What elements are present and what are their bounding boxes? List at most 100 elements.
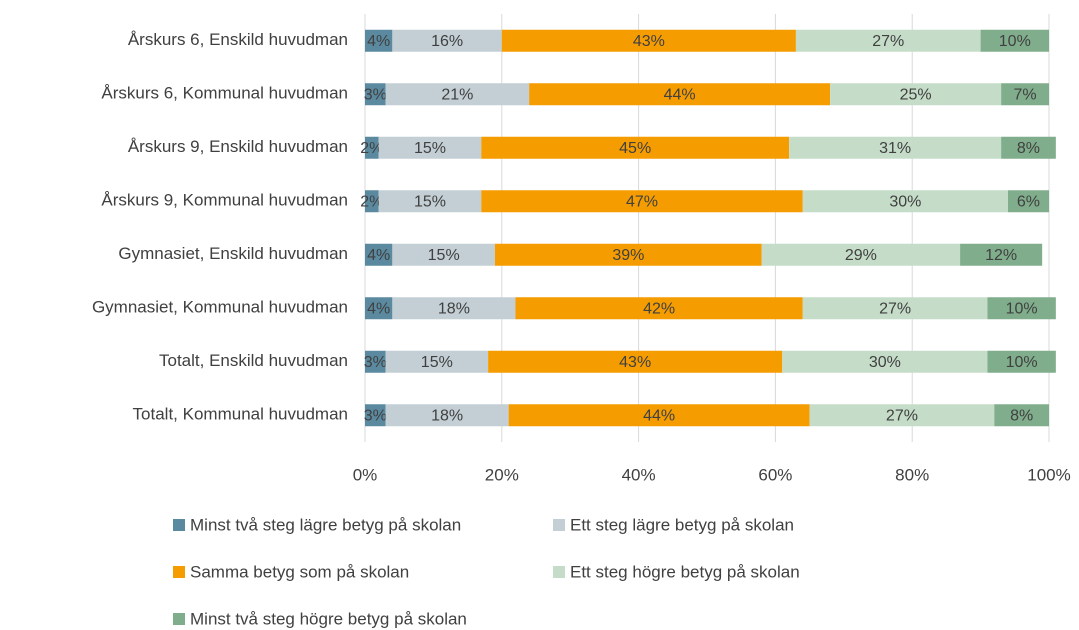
bar-segment	[365, 29, 393, 52]
value-label: 7%	[1013, 86, 1036, 103]
bar-segment	[392, 297, 516, 320]
bar-segment	[802, 297, 988, 320]
value-label: 4%	[367, 33, 390, 50]
bar-segment	[529, 83, 831, 106]
bar-segment	[987, 350, 1056, 373]
x-tick-label: 40%	[622, 465, 656, 484]
y-tick-label: Årskurs 6, Enskild huvudman	[128, 30, 348, 49]
value-label: 47%	[626, 193, 658, 210]
legend-swatch	[553, 519, 565, 531]
bar-segment	[365, 83, 386, 106]
bar-segment	[488, 350, 783, 373]
x-tick-label: 60%	[758, 465, 792, 484]
legend-label: Samma betyg som på skolan	[190, 562, 409, 581]
value-label: 2%	[360, 140, 383, 157]
x-tick-label: 20%	[485, 465, 519, 484]
value-label: 30%	[869, 354, 901, 371]
value-label: 10%	[1006, 354, 1038, 371]
value-label: 8%	[1010, 407, 1033, 424]
value-label: 29%	[845, 247, 877, 264]
value-label: 27%	[872, 33, 904, 50]
legend-label: Minst två steg lägre betyg på skolan	[190, 515, 461, 534]
value-label: 25%	[900, 86, 932, 103]
legend-swatch	[173, 566, 185, 578]
y-tick-label: Årskurs 6, Kommunal huvudman	[101, 84, 348, 103]
bar-segment	[515, 297, 803, 320]
bar-segment	[789, 136, 1002, 159]
bar-segment	[365, 297, 393, 320]
value-label: 4%	[367, 247, 390, 264]
x-tick-label: 100%	[1027, 465, 1070, 484]
bar-segment	[795, 29, 981, 52]
x-tick-label: 0%	[353, 465, 378, 484]
value-label: 12%	[985, 247, 1017, 264]
value-label: 30%	[889, 193, 921, 210]
value-label: 31%	[879, 140, 911, 157]
bar-segment	[385, 83, 530, 106]
bar-segment	[481, 190, 803, 213]
value-label: 10%	[1006, 300, 1038, 317]
value-label: 15%	[421, 354, 453, 371]
bar-segment	[987, 297, 1056, 320]
bar-segment	[1001, 136, 1056, 159]
value-label: 3%	[364, 407, 387, 424]
bar-segment	[378, 136, 482, 159]
bar-segment	[809, 404, 995, 427]
value-label: 15%	[414, 140, 446, 157]
value-label: 6%	[1017, 193, 1040, 210]
legend-swatch	[173, 613, 185, 625]
value-label: 16%	[431, 33, 463, 50]
value-label: 3%	[364, 86, 387, 103]
y-tick-label: Totalt, Enskild huvudman	[159, 351, 348, 370]
value-label: 18%	[431, 407, 463, 424]
y-tick-label: Årskurs 9, Enskild huvudman	[128, 137, 348, 156]
value-label: 44%	[643, 407, 675, 424]
value-label: 43%	[633, 33, 665, 50]
bar-segment	[385, 404, 509, 427]
value-label: 42%	[643, 300, 675, 317]
y-tick-label: Gymnasiet, Kommunal huvudman	[92, 298, 348, 317]
x-tick-label: 80%	[895, 465, 929, 484]
value-label: 39%	[612, 247, 644, 264]
bar-segment	[501, 29, 796, 52]
bar-segment	[782, 350, 988, 373]
value-label: 2%	[360, 193, 383, 210]
bar-segment	[365, 243, 393, 266]
bar-segment	[960, 243, 1043, 266]
legend-label: Ett steg lägre betyg på skolan	[570, 515, 794, 534]
bar-segment	[980, 29, 1049, 52]
bar-segment	[365, 404, 386, 427]
value-label: 8%	[1017, 140, 1040, 157]
bar-segment	[385, 350, 489, 373]
bar-segment	[494, 243, 762, 266]
value-label: 15%	[414, 193, 446, 210]
bar-segment	[830, 83, 1002, 106]
legend-label: Minst två steg högre betyg på skolan	[190, 609, 467, 628]
bar-segment	[365, 350, 386, 373]
bar-segment	[481, 136, 790, 159]
value-label: 21%	[441, 86, 473, 103]
y-tick-label: Årskurs 9, Kommunal huvudman	[101, 191, 348, 210]
legend-swatch	[173, 519, 185, 531]
value-label: 18%	[438, 300, 470, 317]
y-tick-label: Gymnasiet, Enskild huvudman	[118, 244, 348, 263]
bar-segment	[365, 190, 379, 213]
legend-label: Ett steg högre betyg på skolan	[570, 562, 800, 581]
value-label: 15%	[428, 247, 460, 264]
value-label: 44%	[664, 86, 696, 103]
bar-segment	[365, 136, 379, 159]
bar-segment	[392, 243, 495, 266]
value-label: 4%	[367, 300, 390, 317]
value-label: 43%	[619, 354, 651, 371]
bar-segment	[761, 243, 961, 266]
value-label: 3%	[364, 354, 387, 371]
bar-segment	[508, 404, 810, 427]
legend-swatch	[553, 566, 565, 578]
bar-segment	[392, 29, 502, 52]
bar-segment	[378, 190, 482, 213]
bar-segment	[802, 190, 1008, 213]
value-label: 45%	[619, 140, 651, 157]
value-label: 27%	[879, 300, 911, 317]
value-label: 27%	[886, 407, 918, 424]
